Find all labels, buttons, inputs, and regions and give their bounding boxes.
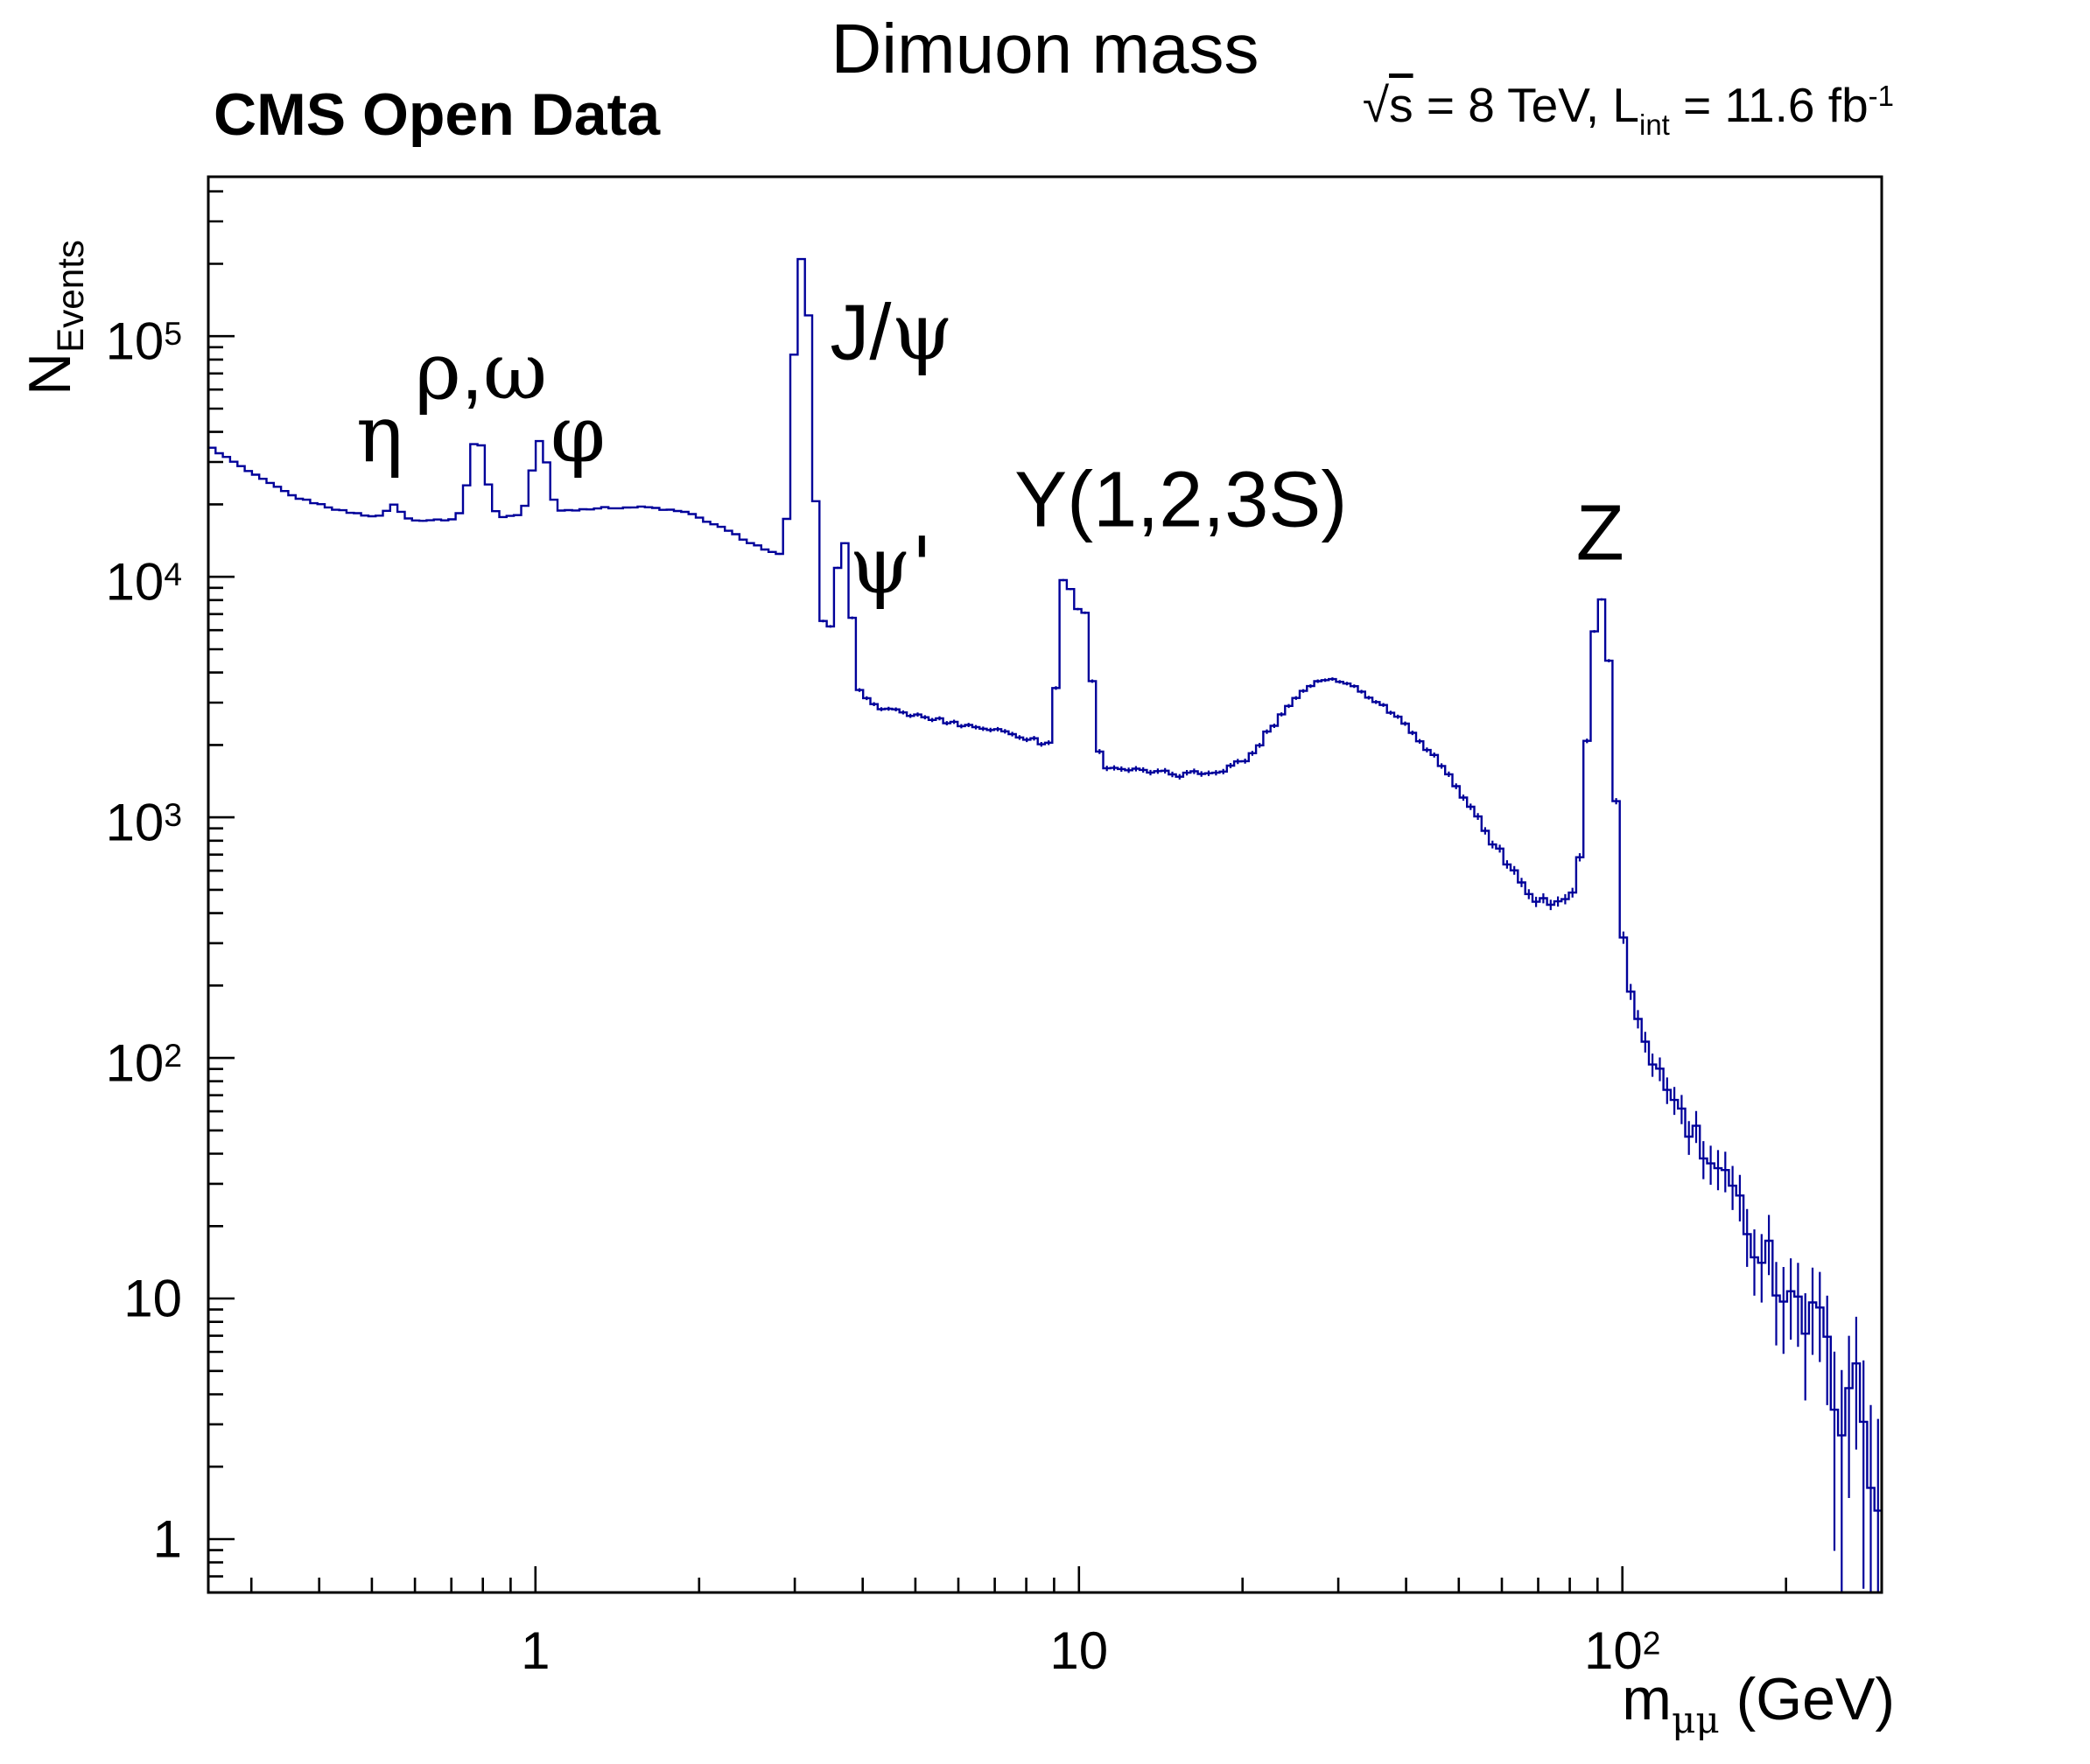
x-tick-label: 1 [521, 1621, 551, 1680]
y-tick-label: 102 [105, 1033, 182, 1093]
x-axis-title: mμμ (GeV) [1622, 1665, 1895, 1741]
y-tick-label: 10 [123, 1269, 182, 1328]
lumi-subscript: int [1639, 108, 1670, 141]
y-tick-label: 1 [152, 1509, 182, 1569]
error-bars [211, 443, 1879, 1592]
axis-ticks [208, 190, 1883, 1594]
x-axis-title-main: m [1622, 1666, 1672, 1732]
y-tick-label: 103 [105, 793, 182, 852]
resonance-label: ψ' [849, 520, 933, 612]
resonance-label: η [355, 388, 403, 481]
histogram-line [208, 257, 1882, 1512]
x-tick-label: 102 [1584, 1621, 1661, 1680]
resonance-label: φ [550, 388, 606, 481]
sqrt-argument: s [1389, 78, 1413, 132]
lumi-mid-text: = 8 TeV, L [1413, 78, 1639, 132]
cms-open-data-watermark: CMS Open Data [214, 81, 661, 148]
x-tick-label: 10 [1049, 1621, 1109, 1680]
resonance-label: J/ψ [830, 286, 953, 379]
x-axis-title-tail: (GeV) [1719, 1666, 1895, 1732]
lumi-superscript: -1 [1868, 79, 1894, 112]
x-axis-title-sub: μμ [1671, 1698, 1720, 1741]
sqrt-icon: √ [1362, 78, 1390, 132]
y-tick-label: 104 [105, 552, 182, 612]
chart-title: Dimuon mass [831, 10, 1259, 88]
lumi-annotation: √s = 8 TeV, Lint = 11.6 fb-1 [1363, 77, 1894, 142]
plot-frame [207, 175, 1883, 1594]
lumi-tail-text: = 11.6 fb [1669, 78, 1869, 132]
resonance-label: Y(1,2,3S) [1014, 456, 1348, 544]
y-tick-label: 105 [105, 312, 182, 371]
resonance-label: Z [1575, 489, 1624, 578]
resonance-label: ρ,ω [414, 326, 548, 418]
